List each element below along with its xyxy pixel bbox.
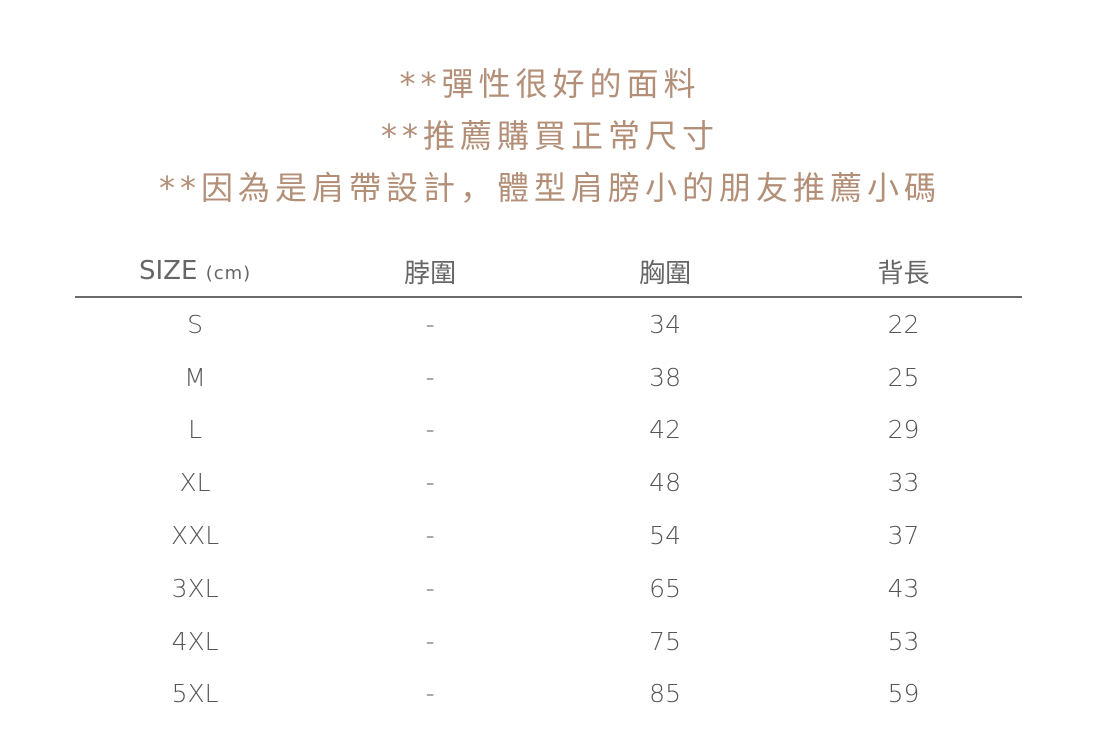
chest-cell: 54	[649, 521, 681, 551]
size-cell: 5XL	[171, 679, 219, 709]
size-cell: L	[188, 415, 203, 445]
chest-cell: 42	[649, 415, 681, 445]
neck-cell: -	[425, 521, 435, 551]
size-cell: XXL	[170, 521, 220, 551]
neck-cell: -	[425, 573, 435, 603]
table-row: L - 42 29	[75, 404, 1022, 457]
back-cell: 59	[887, 679, 920, 709]
back-cell: 25	[887, 362, 920, 392]
back-cell: 33	[887, 468, 920, 498]
size-chart-table: SIZE (cm) 脖圍 胸圍 背長 S - 34 22 M - 38 25 L - 42 29 XL -…	[75, 246, 1022, 720]
size-notes: **彈性很好的面料 **推薦購買正常尺寸 **因為是肩帶設計，體型肩膀小的朋友推…	[0, 58, 1100, 214]
back-cell: 43	[887, 573, 920, 603]
back-cell: 37	[887, 521, 920, 551]
note-line: **推薦購買正常尺寸	[380, 117, 719, 155]
size-cell: XL	[179, 468, 211, 498]
header-size-label: SIZE	[139, 256, 198, 286]
note-line: **因為是肩帶設計，體型肩膀小的朋友推薦小碼	[158, 169, 941, 207]
header-chest: 胸圍	[545, 246, 786, 298]
size-cell: 3XL	[171, 573, 219, 603]
neck-cell: -	[425, 626, 435, 656]
neck-cell: -	[425, 415, 435, 445]
neck-cell: -	[425, 309, 435, 339]
size-cell: M	[184, 362, 206, 392]
header-unit: (cm)	[205, 263, 252, 284]
chest-cell: 48	[649, 468, 681, 498]
table-row: S - 34 22	[75, 297, 1022, 351]
neck-cell: -	[425, 362, 435, 392]
header-neck: 脖圍	[315, 246, 546, 298]
note-line: **彈性很好的面料	[399, 65, 701, 103]
chest-cell: 85	[649, 679, 681, 709]
back-cell: 22	[887, 309, 920, 339]
table-row: XXL - 54 37	[75, 509, 1022, 562]
table-header-row: SIZE (cm) 脖圍 胸圍 背長	[75, 246, 1022, 298]
size-cell: 4XL	[171, 626, 219, 656]
chest-cell: 65	[649, 573, 681, 603]
table-row: 5XL - 85 59	[75, 668, 1022, 721]
chest-cell: 38	[649, 362, 681, 392]
back-cell: 53	[887, 626, 920, 656]
table-row: M - 38 25	[75, 351, 1022, 404]
table-row: 3XL - 65 43	[75, 562, 1022, 615]
chest-cell: 75	[649, 626, 681, 656]
chest-cell: 34	[649, 309, 681, 339]
neck-cell: -	[425, 468, 435, 498]
back-cell: 29	[887, 415, 920, 445]
table-row: XL - 48 33	[75, 456, 1022, 509]
neck-cell: -	[425, 679, 435, 709]
size-cell: S	[187, 309, 204, 339]
header-size: SIZE (cm)	[75, 246, 316, 298]
header-back: 背長	[785, 246, 1022, 298]
table-row: 4XL - 75 53	[75, 615, 1022, 668]
